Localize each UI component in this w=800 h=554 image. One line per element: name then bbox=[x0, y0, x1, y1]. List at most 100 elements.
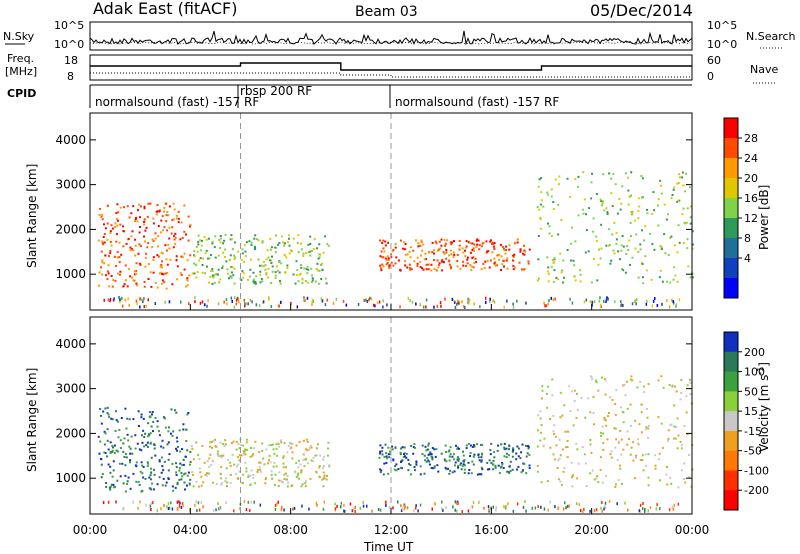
data-cell bbox=[536, 445, 539, 448]
data-cell bbox=[258, 461, 261, 464]
data-cell bbox=[219, 246, 222, 249]
data-cell bbox=[547, 508, 549, 512]
data-cell bbox=[223, 239, 226, 242]
data-cell bbox=[460, 462, 462, 465]
data-cell bbox=[565, 506, 567, 510]
data-cell bbox=[296, 241, 299, 244]
data-cell bbox=[105, 274, 108, 277]
data-cell bbox=[106, 270, 109, 273]
data-cell bbox=[309, 235, 312, 238]
data-cell bbox=[242, 444, 245, 447]
data-cell bbox=[236, 296, 239, 300]
data-cell bbox=[624, 501, 626, 505]
data-cell bbox=[152, 488, 155, 491]
data-cell bbox=[537, 258, 540, 261]
data-cell bbox=[651, 304, 654, 308]
data-cell bbox=[590, 197, 593, 200]
data-cell bbox=[179, 462, 182, 465]
data-cell bbox=[540, 505, 542, 509]
data-cell bbox=[214, 235, 217, 238]
data-cell bbox=[126, 285, 129, 288]
data-cell bbox=[270, 262, 273, 264]
data-cell bbox=[422, 305, 425, 309]
data-cell bbox=[434, 240, 437, 243]
data-cell bbox=[321, 269, 324, 272]
data-cell bbox=[469, 452, 472, 455]
data-cell bbox=[458, 447, 460, 450]
data-cell bbox=[419, 244, 422, 247]
data-cell bbox=[440, 244, 443, 247]
data-cell bbox=[388, 456, 391, 459]
data-cell bbox=[170, 501, 172, 505]
data-cell bbox=[210, 269, 213, 272]
data-cell bbox=[416, 264, 419, 267]
data-cell bbox=[566, 177, 569, 180]
data-cell bbox=[549, 418, 552, 420]
data-cell bbox=[236, 456, 239, 459]
data-cell bbox=[110, 224, 113, 227]
data-cell bbox=[274, 246, 277, 249]
power-ylabel: Slant Range [km] bbox=[25, 164, 39, 268]
data-cell bbox=[135, 216, 138, 219]
data-cell bbox=[546, 256, 549, 259]
data-cell bbox=[254, 282, 257, 285]
data-cell bbox=[215, 482, 218, 485]
data-cell bbox=[589, 300, 592, 304]
data-cell bbox=[397, 468, 400, 470]
data-cell bbox=[318, 256, 321, 259]
data-cell bbox=[161, 439, 164, 442]
data-cell bbox=[129, 447, 132, 450]
data-cell bbox=[152, 256, 155, 259]
data-cell bbox=[229, 275, 232, 278]
data-cell bbox=[577, 175, 580, 178]
colorbar-tick-label: -200 bbox=[744, 484, 769, 497]
data-cell bbox=[504, 252, 507, 255]
data-cell bbox=[305, 251, 308, 254]
data-cell bbox=[441, 269, 444, 272]
data-cell bbox=[552, 415, 555, 417]
data-cell bbox=[366, 504, 368, 508]
data-cell bbox=[376, 301, 379, 305]
data-cell bbox=[164, 300, 166, 304]
data-cell bbox=[166, 272, 169, 275]
data-cell bbox=[103, 262, 106, 265]
data-cell bbox=[557, 233, 560, 236]
data-cell bbox=[419, 303, 422, 307]
data-cell bbox=[674, 437, 677, 440]
data-cell bbox=[100, 250, 103, 253]
data-cell bbox=[634, 299, 637, 303]
data-cell bbox=[604, 504, 606, 508]
data-cell bbox=[162, 273, 165, 276]
data-cell bbox=[195, 245, 198, 248]
data-cell bbox=[459, 463, 462, 466]
data-cell bbox=[609, 262, 612, 265]
data-cell bbox=[512, 259, 515, 262]
data-cell bbox=[124, 407, 127, 410]
data-cell bbox=[588, 207, 591, 210]
data-cell bbox=[686, 238, 689, 241]
data-cell bbox=[155, 210, 158, 213]
data-cell bbox=[110, 483, 113, 486]
data-cell bbox=[259, 470, 262, 473]
data-cell bbox=[557, 507, 559, 511]
data-cell bbox=[450, 267, 452, 270]
data-cell bbox=[112, 486, 115, 489]
data-cell bbox=[542, 444, 545, 447]
data-cell bbox=[472, 256, 475, 259]
data-cell bbox=[121, 462, 124, 465]
data-cell bbox=[546, 406, 549, 409]
data-cell bbox=[318, 269, 321, 272]
data-cell bbox=[139, 305, 141, 309]
data-cell bbox=[247, 476, 250, 478]
data-cell bbox=[181, 502, 184, 506]
data-cell bbox=[601, 481, 604, 484]
data-cell bbox=[132, 472, 135, 475]
data-cell bbox=[270, 282, 273, 284]
data-cell bbox=[641, 454, 644, 457]
data-cell bbox=[131, 276, 134, 279]
data-cell bbox=[111, 475, 114, 478]
data-cell bbox=[523, 253, 526, 256]
data-cell bbox=[170, 232, 173, 235]
data-cell bbox=[158, 460, 161, 463]
data-cell bbox=[401, 507, 404, 511]
